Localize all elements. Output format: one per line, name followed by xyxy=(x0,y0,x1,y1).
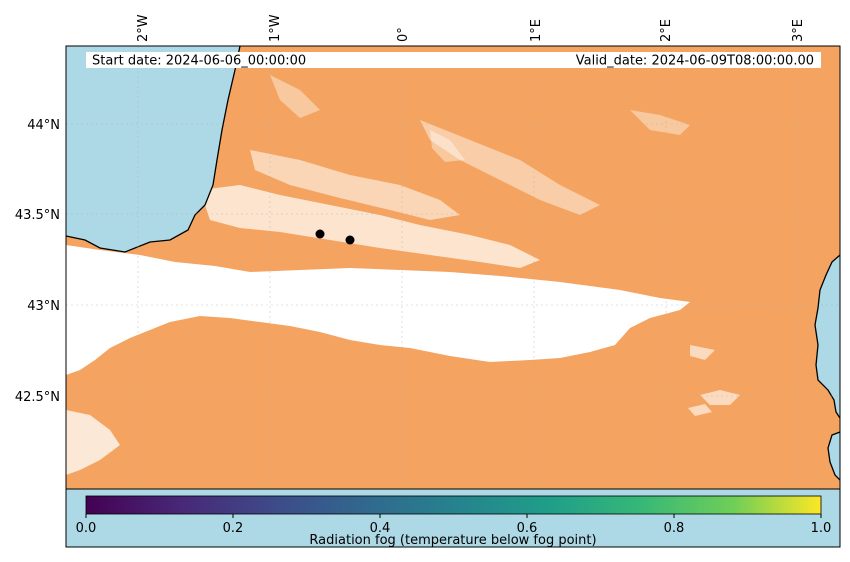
lon-tick-2e: 2°E xyxy=(659,19,674,42)
map-area: Start date: 2024-06-06_00:00:00 Valid_da… xyxy=(66,46,840,489)
colorbar-tick-4: 0.8 xyxy=(664,521,685,536)
fog-patch-n5 xyxy=(630,110,690,135)
colorbar-tick-2: 0.4 xyxy=(370,521,391,536)
lon-tick-2w: 2°W xyxy=(136,14,151,42)
fog-patch-n2 xyxy=(420,120,600,215)
lon-tick-0: 0° xyxy=(396,27,411,42)
fog-band-upper xyxy=(200,185,540,268)
lon-tick-labels: 2°W 1°W 0° 1°E 2°E 3°E xyxy=(136,14,806,42)
fog-patch-sw xyxy=(66,410,120,475)
gridlines xyxy=(66,46,840,489)
colorbar-tick-5: 1.0 xyxy=(811,521,832,536)
colorbar-tick-1: 0.2 xyxy=(223,521,244,536)
coastline-east xyxy=(814,254,840,419)
start-date-label: Start date: 2024-06-06_00:00:00 xyxy=(92,54,306,69)
colorbar-ticks xyxy=(85,514,822,518)
fog-patch-e xyxy=(690,345,715,360)
marker-point-2 xyxy=(345,235,355,245)
colorbar-tick-3: 0.6 xyxy=(517,521,538,536)
colorbar-tick-0: 0.0 xyxy=(76,521,97,536)
mediterranean-sea-south xyxy=(828,432,840,480)
lat-tick-44n: 44°N xyxy=(27,118,60,133)
lat-tick-42-5n: 42.5°N xyxy=(15,390,60,405)
lon-tick-1e: 1°E xyxy=(529,19,544,42)
sea-layer xyxy=(66,46,840,480)
coastline-east-south xyxy=(827,431,840,481)
lon-tick-3e: 3°E xyxy=(791,19,806,42)
lat-tick-43-5n: 43.5°N xyxy=(15,208,60,223)
marker-point-1 xyxy=(315,229,325,239)
fog-patch-se1 xyxy=(700,390,740,405)
fog-patch-n1 xyxy=(250,150,460,220)
lat-tick-labels: 44°N 43.5°N 43°N 42.5°N xyxy=(15,118,60,405)
coastline-west xyxy=(66,46,241,253)
lon-tick-1w: 1°W xyxy=(268,14,283,42)
coastline xyxy=(66,46,840,481)
fog-patch-n3 xyxy=(270,75,320,118)
date-label-strip xyxy=(86,52,821,68)
colorbar-gradient xyxy=(85,495,822,515)
colorbar-tick-labels: 0.0 0.2 0.4 0.6 0.8 1.0 xyxy=(76,521,832,536)
mediterranean-sea xyxy=(815,255,840,418)
fog-patch-n4 xyxy=(430,130,465,162)
colorbar-panel: 0.0 0.2 0.4 0.6 0.8 1.0 Radiation fog (t… xyxy=(65,488,841,548)
fog-patch-se2 xyxy=(688,404,712,416)
lat-tick-43n: 43°N xyxy=(27,299,60,314)
colorbar-label: Radiation fog (temperature below fog poi… xyxy=(309,533,596,548)
bay-of-biscay xyxy=(66,46,240,252)
valid-date-label: Valid_date: 2024-06-09T08:00:00.00 xyxy=(576,54,814,69)
